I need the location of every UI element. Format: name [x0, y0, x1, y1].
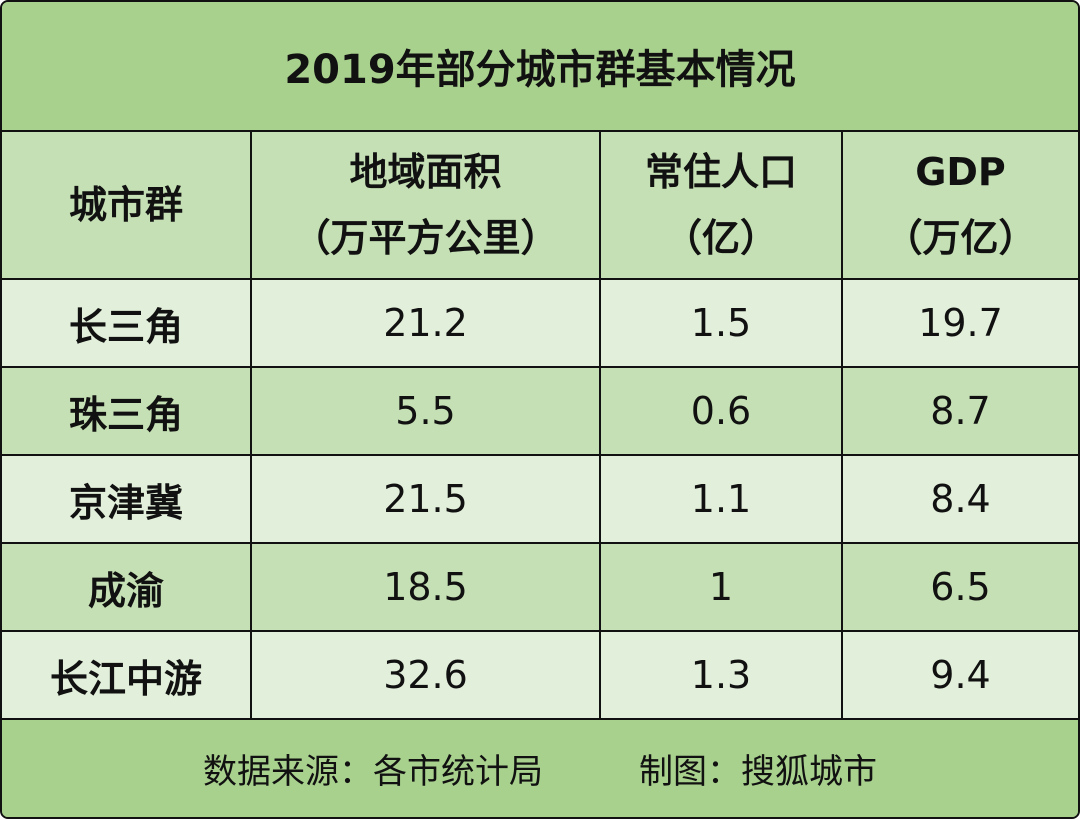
value-cell: 8.7 — [840, 366, 1078, 456]
title: 2019年部分城市群基本情况 — [2, 2, 1078, 132]
city-cell: 珠三角 — [2, 366, 252, 456]
city-cell: 长江中游 — [2, 630, 252, 720]
header-text: （万平方公里） — [292, 216, 559, 260]
value-cell: 8.4 — [840, 454, 1078, 544]
header-cell: GDP （万亿） — [840, 130, 1078, 280]
header-cell: 地域面积 （万平方公里） — [250, 130, 601, 280]
data-row: 京津冀 21.5 1.1 8.4 — [2, 454, 1078, 544]
data-row: 珠三角 5.5 0.6 8.7 — [2, 366, 1078, 456]
header-text: （万亿） — [884, 216, 1037, 260]
header-cell: 常住人口 （亿） — [599, 130, 843, 280]
credit-note: 制图：搜狐城市 — [639, 752, 877, 792]
footer-cell: 数据来源：各市统计局 制图：搜狐城市 — [2, 718, 1078, 817]
city-cell: 长三角 — [2, 278, 252, 368]
source-note: 数据来源：各市统计局 — [203, 752, 543, 792]
value-cell: 9.4 — [840, 630, 1078, 720]
value-cell: 21.5 — [250, 454, 601, 544]
header-text: （亿） — [663, 216, 778, 260]
header-text: 常住人口 — [644, 150, 797, 194]
value-cell: 1.3 — [599, 630, 843, 720]
value-cell: 1 — [599, 542, 843, 632]
header-text: GDP — [915, 150, 1006, 194]
footer-row: 数据来源：各市统计局 制图：搜狐城市 — [2, 718, 1078, 817]
value-cell: 1.5 — [599, 278, 843, 368]
value-cell: 6.5 — [840, 542, 1078, 632]
data-row: 长江中游 32.6 1.3 9.4 — [2, 630, 1078, 720]
value-cell: 0.6 — [599, 366, 843, 456]
title-row: 2019年部分城市群基本情况 — [2, 2, 1078, 132]
city-cell: 京津冀 — [2, 454, 252, 544]
header-cell: 城市群 — [2, 130, 252, 280]
header-text: 地域面积 — [349, 150, 502, 194]
value-cell: 19.7 — [840, 278, 1078, 368]
city-cell: 成渝 — [2, 542, 252, 632]
data-row: 成渝 18.5 1 6.5 — [2, 542, 1078, 632]
header-text: 城市群 — [68, 183, 183, 227]
value-cell: 32.6 — [250, 630, 601, 720]
data-row: 长三角 21.2 1.5 19.7 — [2, 278, 1078, 368]
header-row: 城市群 地域面积 （万平方公里） 常住人口 （亿） GDP （万亿） — [2, 130, 1078, 280]
value-cell: 18.5 — [250, 542, 601, 632]
value-cell: 21.2 — [250, 278, 601, 368]
value-cell: 1.1 — [599, 454, 843, 544]
value-cell: 5.5 — [250, 366, 601, 456]
